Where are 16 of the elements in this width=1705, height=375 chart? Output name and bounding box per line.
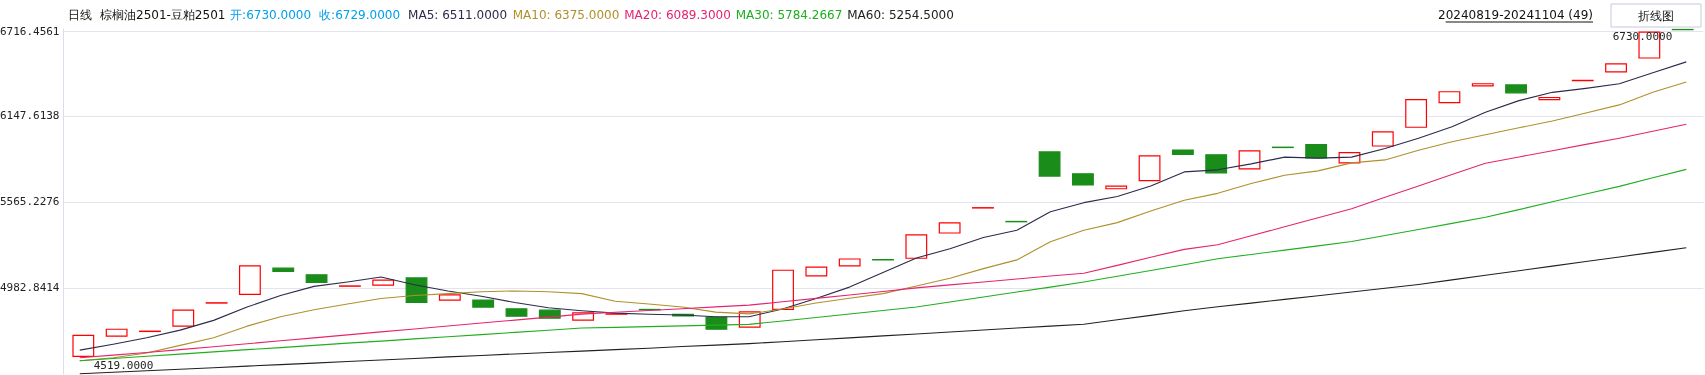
annotation: 4519.0000 (93, 359, 154, 373)
text: MA5: 6511.0000 (408, 8, 508, 22)
text: MA30: 5784.2667 (735, 8, 843, 22)
text: 收:6729.0000 (319, 8, 401, 22)
y-tick-label: 5565.2276 (0, 195, 60, 209)
chart-title: 日线 (68, 8, 92, 22)
text: MA20: 6089.3000 (624, 8, 731, 22)
y-tick-label: 4982.8414 (0, 281, 60, 295)
text: MA10: 6375.0000 (512, 8, 620, 22)
text: MA60: 5254.5000 (847, 8, 954, 22)
y-tick-label: 6147.6138 (0, 109, 60, 123)
y-tick-label: 6716.4561 (0, 24, 60, 38)
text: 开:6730.0000 (230, 8, 312, 22)
text: 20240819-20241104 (49) (1438, 8, 1593, 22)
text: 折线图 (1638, 9, 1674, 23)
chart-subtitle: 棕榈油2501-豆粕2501 (100, 8, 226, 22)
